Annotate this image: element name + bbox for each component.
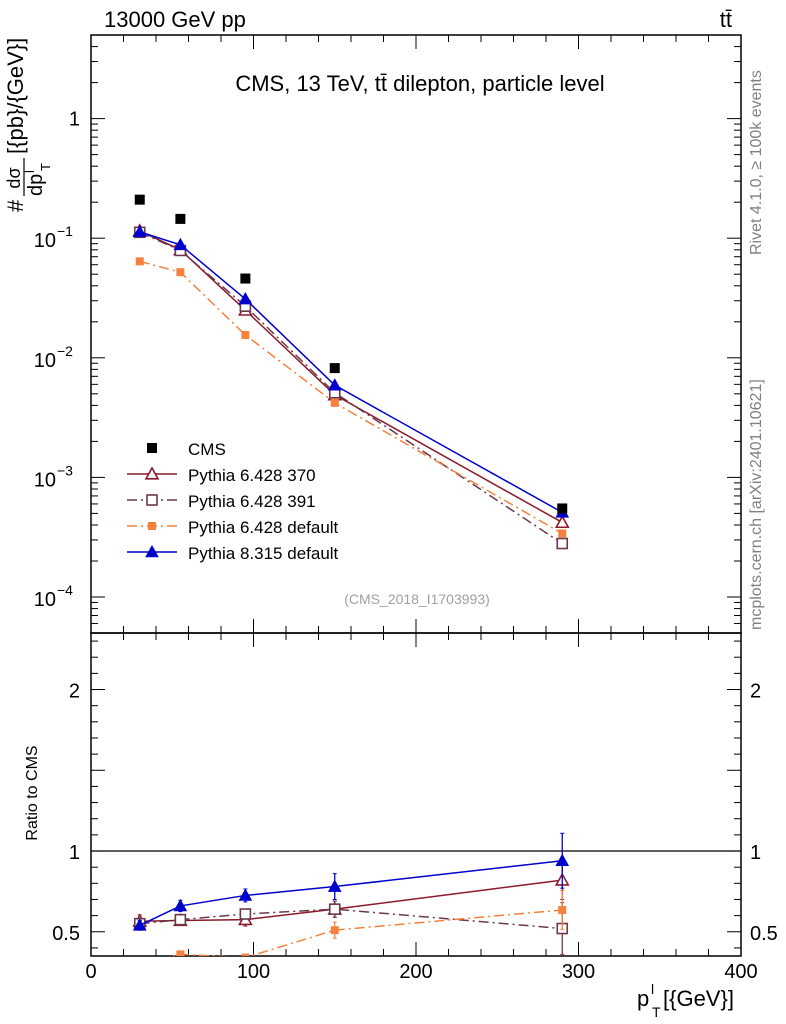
data-point [175, 213, 186, 224]
legend-marker-2 [148, 522, 156, 530]
ylabel-denominator-sup: l [22, 170, 37, 173]
ratio-y-tick-label-right: 0.5 [750, 923, 778, 945]
beam-label: 13000 GeV pp [104, 7, 246, 32]
ratio-y-tick-label-right: 1 [750, 842, 761, 864]
legend: CMS Pythia 6.428 370 Pythia 6.428 391 Pythi… [127, 440, 339, 563]
legend-label-1: Pythia 6.428 391 [188, 492, 316, 511]
main-series-point-3 [132, 224, 147, 238]
main-y-axis-label: # dσ dp l T [{pb}/{GeV}] [3, 38, 53, 212]
legend-label-2: Pythia 6.428 default [188, 518, 339, 537]
ratio-series-point-1 [174, 913, 187, 926]
data-point [134, 194, 145, 205]
x-tick-label: 400 [724, 961, 757, 983]
ratio-series-point-3 [327, 879, 342, 892]
main-series-point-3 [238, 292, 253, 305]
main-y-tick-label: 10 [34, 230, 56, 252]
x-tick-label: 300 [562, 961, 595, 983]
main-series-point-2 [135, 257, 144, 266]
ratio-series-point-3 [238, 888, 253, 901]
main-series-point-3 [173, 237, 188, 251]
ratio-plot-layer [91, 832, 741, 966]
ratio-y-tick-label-right: 2 [750, 681, 761, 703]
ylabel-numerator: dσ [4, 167, 24, 188]
data-point [240, 273, 251, 284]
xlabel-sub: T [652, 1004, 661, 1020]
xlabel-sup: l [651, 981, 654, 997]
legend-marker-1 [146, 494, 158, 506]
ylabel-denominator: dp [25, 174, 47, 196]
main-y-tick-exponent: −3 [57, 462, 73, 478]
ratio-series-point-2 [241, 953, 250, 956]
main-y-tick-exponent: −2 [57, 343, 73, 359]
chart-title: CMS, 13 TeV, tt̄ dilepton, particle leve… [235, 71, 604, 96]
x-tick-label: 100 [237, 961, 270, 983]
main-series-point-0 [554, 514, 570, 529]
x-tick-label: 0 [85, 961, 96, 983]
ratio-series-point-1 [328, 903, 341, 915]
ratio-plot-frame [90, 632, 742, 957]
ratio-series-point-3 [132, 918, 147, 931]
legend-marker-data [147, 443, 157, 453]
ratio-series-point-2 [176, 950, 185, 956]
ratio-series-point-2 [330, 926, 339, 935]
main-series-point-2 [176, 268, 185, 277]
main-series-line-1 [139, 231, 563, 545]
legend-label-0: Pythia 6.428 370 [188, 466, 316, 485]
ratio-y-tick-label: 1 [69, 842, 80, 864]
ratio-series-point-3 [555, 853, 570, 867]
main-series-point-1 [556, 537, 569, 550]
main-y-tick-exponent: −1 [57, 223, 73, 239]
x-tick-label: 200 [399, 961, 432, 983]
legend-label-data: CMS [188, 440, 226, 459]
ratio-series-point-3 [173, 898, 188, 912]
main-plot-layer [132, 194, 570, 550]
xlabel-main: p [637, 986, 649, 1011]
ratio-y-tick-label: 2 [69, 681, 80, 703]
main-y-tick-label: 1 [69, 109, 80, 131]
ratio-series-point-2 [136, 958, 144, 966]
main-series-point-2 [558, 529, 567, 538]
data-point [557, 503, 568, 514]
data-point [329, 363, 340, 374]
ratio-y-axis-label: Ratio to CMS [24, 745, 41, 840]
xlabel-units: [{GeV}] [663, 986, 734, 1011]
ylabel-prefix: # [3, 199, 28, 212]
legend-marker-0 [144, 466, 160, 480]
legend-marker-3 [145, 544, 159, 558]
ratio-series-point-1 [239, 908, 252, 920]
ylabel-denominator-sub: T [38, 163, 53, 171]
main-y-tick-label: 10 [34, 350, 56, 372]
ratio-series-line-1 [139, 908, 563, 930]
rivet-version-label: Rivet 4.1.0, ≥ 100k events [748, 70, 765, 255]
ratio-series-point-2 [558, 905, 567, 914]
main-series-point-2 [330, 398, 339, 407]
main-series-point-3 [327, 378, 342, 391]
process-label: tt̄ [720, 7, 732, 32]
ylabel-units: [{pb}/{GeV}] [3, 38, 28, 154]
main-series-point-2 [241, 331, 250, 340]
main-y-tick-label: 10 [34, 589, 56, 611]
legend-label-3: Pythia 8.315 default [188, 544, 339, 563]
main-y-tick-label: 10 [34, 469, 56, 491]
main-series-line-2 [139, 260, 563, 535]
x-axis-label: p l T [{GeV}] [637, 981, 734, 1020]
mcplots-label: mcplots.cern.ch [arXiv:2401.10621] [748, 379, 765, 630]
analysis-tag: (CMS_2018_I1703993) [344, 591, 490, 607]
main-y-tick-exponent: −4 [57, 582, 73, 598]
ratio-y-tick-label: 0.5 [52, 923, 80, 945]
